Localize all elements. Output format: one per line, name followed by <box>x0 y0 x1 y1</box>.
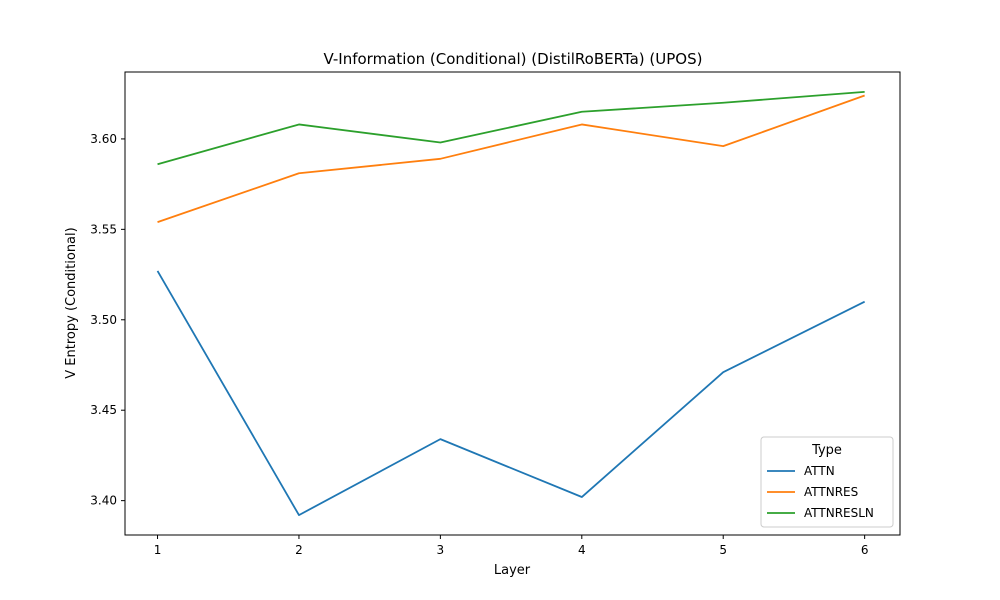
y-tick-label: 3.55 <box>90 222 117 236</box>
x-axis-label: Layer <box>494 563 531 578</box>
series-lines <box>156 90 866 517</box>
legend-label: ATTN <box>804 464 835 478</box>
x-tick-label: 1 <box>154 543 162 557</box>
series-line-attn <box>156 270 866 517</box>
x-tick-label: 3 <box>437 543 445 557</box>
chart-title: V-Information (Conditional) (DistilRoBER… <box>324 50 703 68</box>
y-tick-label: 3.45 <box>90 403 117 417</box>
x-tick-label: 2 <box>295 543 303 557</box>
legend-label: ATTNRES <box>804 485 858 499</box>
legend-label: ATTNRESLN <box>804 506 874 520</box>
legend-box <box>760 436 894 528</box>
x-tick-label: 5 <box>719 543 727 557</box>
y-tick-label: 3.60 <box>90 132 117 146</box>
x-axis-ticks: 1 2 3 4 5 6 <box>154 535 869 557</box>
series-line-attnres <box>157 94 865 223</box>
plot-area <box>124 71 901 536</box>
series-line-attnresln <box>157 90 865 166</box>
x-tick-label: 4 <box>578 543 586 557</box>
y-axis-ticks: 3.40 3.45 3.50 3.55 3.60 <box>90 132 125 508</box>
y-axis-label: V Entropy (Conditional) <box>64 227 79 378</box>
legend-title: Type <box>811 443 842 458</box>
y-tick-label: 3.50 <box>90 313 117 327</box>
plot-frame <box>124 71 901 536</box>
x-tick-label: 6 <box>861 543 869 557</box>
y-tick-label: 3.40 <box>90 494 117 508</box>
legend: Type ATTN ATTNRES ATTNRESLN <box>760 436 894 528</box>
